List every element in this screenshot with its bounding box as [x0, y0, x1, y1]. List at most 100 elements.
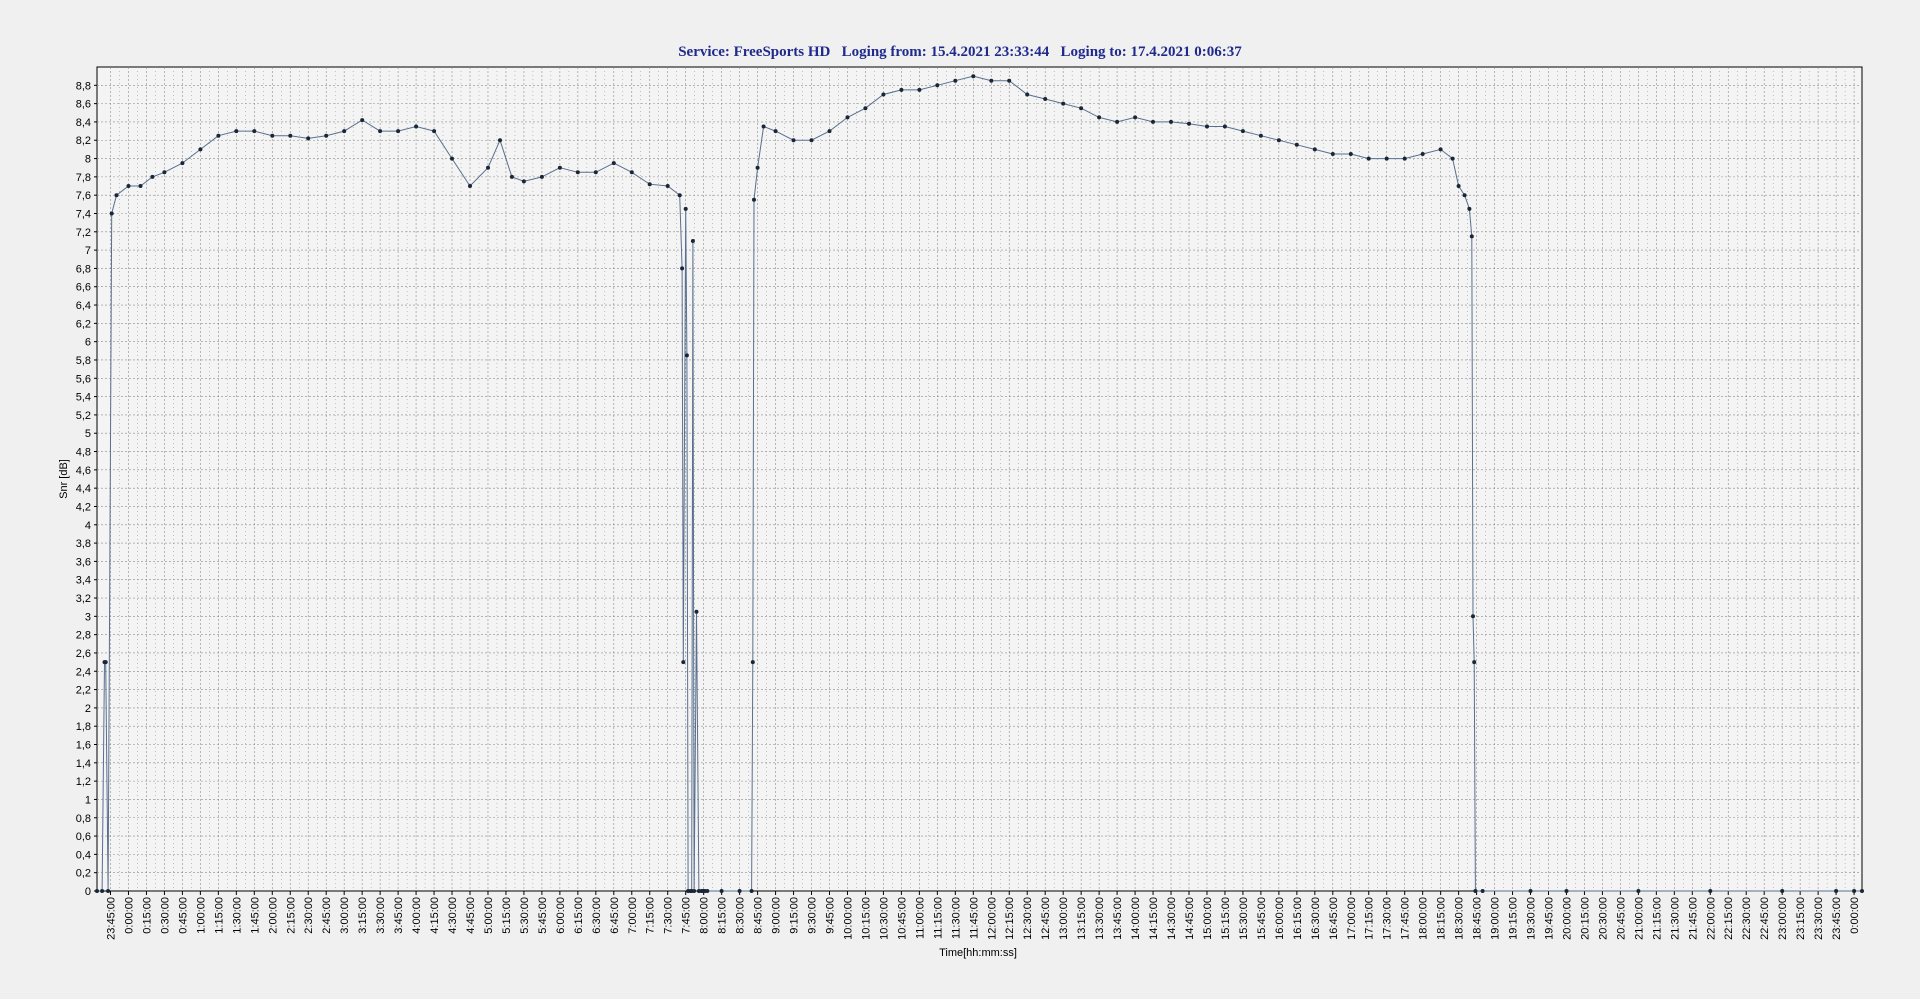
y-tick-label: 7 [85, 245, 91, 257]
x-tick-label: 13:30:00 [1094, 897, 1106, 940]
y-tick-label: 3,8 [76, 538, 91, 550]
snr-point: 7:42:00 : 6.8 [680, 266, 685, 271]
snr-point: 1:15:00 : 8.25 [216, 133, 221, 138]
snr-point: 7:00:00 : 7.85 [629, 170, 634, 175]
snr-point: 18:42:00 : 3 [1471, 614, 1475, 619]
y-tick-label: 2 [85, 703, 91, 715]
x-tick-label: 19:00:00 [1490, 897, 1502, 940]
snr-point: 12:30:00 : 8.7 [1025, 92, 1030, 97]
snr-point: 7:45:00 : 7.45 [683, 206, 688, 211]
snr-point: 23:41:00 : 2.5 [103, 660, 108, 665]
snr-point: 20:00:00 : 0 [1564, 889, 1569, 893]
snr-point: 5:30:00 : 7.75 [521, 179, 526, 184]
snr-point: 18:00:00 : 8.05 [1420, 152, 1425, 156]
x-tick-label: 10:30:00 [878, 897, 890, 940]
x-tick-label: 10:15:00 [860, 897, 872, 940]
snr-point: 0:20:00 : 7.8 [150, 174, 155, 179]
x-tick-label: 16:45:00 [1328, 897, 1340, 940]
x-tick-label: 13:15:00 [1076, 897, 1088, 940]
x-tick-label: 16:15:00 [1292, 897, 1304, 940]
x-tick-label: 22:00:00 [1705, 897, 1717, 940]
y-tick-label: 7,6 [76, 190, 91, 202]
snr-point: 12:00:00 : 8.85 [989, 78, 994, 83]
x-tick-label: 23:45:00 [1831, 897, 1843, 940]
x-tick-label: 10:45:00 [896, 897, 908, 940]
y-tick-label: 7,8 [76, 172, 91, 184]
x-tick-label: 12:00:00 [986, 897, 998, 940]
snr-point: 0:10:00 : 7.7 [138, 184, 143, 188]
snr-point: 7:30:00 : 7.7 [665, 184, 670, 188]
snr-point: 15:15:00 : 8.35 [1222, 124, 1227, 129]
x-tick-label: 22:45:00 [1759, 897, 1771, 940]
series-layer: 23:33:44 : 023:38:00 : 023:40:00 : 2.523… [95, 74, 1864, 893]
snr-point: 15:00:00 : 8.35 [1205, 124, 1209, 129]
x-tick-label: 21:15:00 [1651, 897, 1663, 940]
snr-point: 7:15:00 : 7.72 [647, 182, 652, 187]
x-tick-label: 14:45:00 [1184, 897, 1196, 940]
x-tick-label: 23:00:00 [1777, 897, 1789, 940]
snr-point: 8:15:00 : 0 [719, 889, 724, 893]
x-tick-label: 7:00:00 [627, 897, 639, 934]
y-tick-label: 8,2 [76, 135, 91, 147]
x-tick-label: 15:00:00 [1202, 897, 1214, 940]
snr-point: 9:15:00 : 8.2 [791, 138, 796, 143]
snr-point: 0:30:00 : 7.85 [162, 170, 167, 175]
x-tick-label: 4:00:00 [411, 897, 423, 934]
x-tick-label: 19:30:00 [1526, 897, 1538, 940]
x-tick-label: 18:30:00 [1454, 897, 1466, 940]
x-tick-label: 22:30:00 [1741, 897, 1753, 940]
snr-point: 23:00:00 : 0 [1780, 889, 1785, 893]
snr-point: 18:41:00 : 7.15 [1469, 234, 1474, 239]
chart-title: Service: FreeSports HD Loging from: 15.4… [678, 44, 1242, 60]
snr-point: 19:30:00 : 0 [1528, 889, 1533, 893]
y-tick-label: 4,2 [76, 501, 91, 513]
snr-point: 18:35:00 : 7.6 [1462, 193, 1467, 198]
y-tick-label: 6,6 [76, 282, 91, 294]
x-tick-label: 20:30:00 [1597, 897, 1609, 940]
snr-point: 16:00:00 : 8.2 [1276, 138, 1281, 143]
snr-point: 21:00:00 : 0 [1636, 889, 1641, 893]
snr-point: 11:45:00 : 8.9 [971, 74, 976, 79]
x-tick-label: 9:30:00 [807, 897, 819, 934]
snr-point: 1:45:00 : 8.3 [252, 129, 257, 134]
snr-point: 0:00:00 : 0 [1852, 889, 1857, 893]
y-tick-label: 2,6 [76, 648, 91, 660]
snr-point: 15:30:00 : 8.3 [1240, 129, 1245, 134]
x-tick-label: 17:15:00 [1364, 897, 1376, 940]
x-tick-label: 5:00:00 [483, 897, 495, 934]
x-tick-label: 3:15:00 [357, 897, 369, 934]
x-tick-label: 2:30:00 [303, 897, 315, 934]
x-tick-label: 3:30:00 [375, 897, 387, 934]
snr-point: 18:15:00 : 8.1 [1438, 147, 1443, 152]
snr-point: 6:30:00 : 7.85 [593, 170, 598, 175]
snr-point: 13:00:00 : 8.6 [1061, 101, 1066, 106]
snr-point: 8:03:00 : 0 [705, 889, 710, 893]
x-tick-label: 15:45:00 [1256, 897, 1268, 940]
x-tick-label: 17:30:00 [1382, 897, 1394, 940]
y-tick-label: 5,8 [76, 355, 91, 367]
x-axis-title: Time[hh:mm:ss] [939, 947, 1017, 959]
snr-point: 0:00:00 : 7.7 [126, 184, 131, 188]
snr-point: 10:45:00 : 8.75 [899, 87, 904, 92]
y-tick-label: 5,2 [76, 410, 91, 422]
snr-point: 13:15:00 : 8.55 [1079, 106, 1084, 111]
snr-point: 18:44:00 : 0 [1473, 889, 1478, 893]
snr-point: 9:30:00 : 8.2 [809, 138, 814, 143]
x-tick-label: 20:00:00 [1561, 897, 1573, 940]
x-tick-label: 0:45:00 [177, 897, 189, 934]
snr-point: 23:43:00 : 0 [106, 889, 111, 893]
snr-point: 5:10:00 : 8.2 [498, 138, 502, 143]
y-tick-label: 8 [85, 154, 91, 166]
x-tick-label: 18:15:00 [1436, 897, 1448, 940]
snr-point: 14:30:00 : 8.4 [1169, 119, 1173, 124]
x-tick-label: 4:45:00 [465, 897, 477, 934]
snr-point: 9:00:00 : 8.3 [773, 129, 778, 134]
x-tick-label: 8:45:00 [753, 897, 765, 934]
x-tick-label: 8:30:00 [735, 897, 747, 934]
y-tick-label: 5,6 [76, 373, 91, 385]
x-tick-label: 0:00:00 [1849, 897, 1861, 934]
x-tick-label: 1:15:00 [213, 897, 225, 934]
x-tick-label: 12:30:00 [1022, 897, 1034, 940]
x-tick-label: 9:15:00 [789, 897, 801, 934]
snr-point: 7:54:00 : 3.05 [694, 609, 699, 614]
